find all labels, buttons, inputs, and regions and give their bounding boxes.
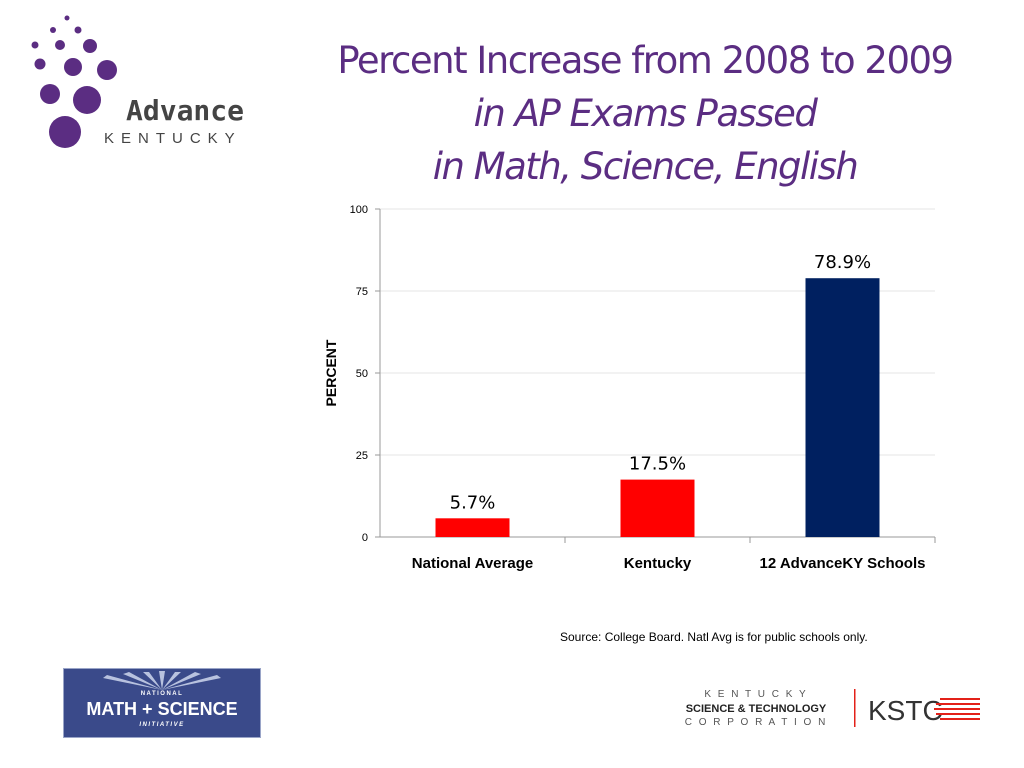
dots-graphic	[31, 15, 117, 148]
x-tick-label: 12 AdvanceKY Schools	[760, 555, 926, 572]
x-tick-label: National Average	[412, 555, 533, 572]
bar	[805, 278, 880, 537]
nmsi-sunburst	[103, 671, 221, 690]
nmsi-line-1: NATIONAL	[141, 691, 184, 697]
data-label: 78.9%	[814, 252, 871, 273]
data-label: 5.7%	[450, 492, 496, 513]
kstc-line-3: C O R P O R A T I O N	[685, 717, 828, 728]
y-tick-label: 100	[350, 204, 368, 216]
bar	[435, 518, 510, 537]
title-line-2: in AP Exams Passed	[473, 92, 818, 135]
y-tick-label: 25	[356, 450, 368, 462]
source-note: Source: College Board. Natl Avg is for p…	[560, 630, 868, 644]
x-tick-label: Kentucky	[624, 555, 692, 572]
bar-chart: 0 25 50 75 100 PERCENT 5.7% National Average 17.…	[323, 204, 936, 572]
nmsi-line-2: MATH + SCIENCE	[86, 699, 237, 719]
kstc-speed-lines	[934, 698, 980, 720]
kstc-line-2: SCIENCE & TECHNOLOGY	[686, 703, 827, 715]
kstc-logo: K E N T U C K Y SCIENCE & TECHNOLOGY C O…	[685, 689, 980, 728]
bar	[620, 479, 695, 537]
y-tick-label: 0	[362, 532, 368, 544]
kstc-line-1: K E N T U C K Y	[704, 689, 807, 700]
slide-title: Percent Increase from 2008 to 2009 in AP…	[280, 34, 1010, 193]
kstc-divider	[854, 689, 856, 727]
y-axis-label: PERCENT	[323, 339, 339, 406]
nmsi-logo: NATIONAL MATH + SCIENCE INITIATIVE	[63, 668, 261, 738]
data-label: 17.5%	[629, 454, 686, 475]
logo-word-advance: Advance	[126, 94, 244, 127]
title-line-1: Percent Increase from 2008 to 2009	[337, 39, 954, 82]
y-tick-label: 75	[356, 286, 368, 298]
kstc-abbr: KSTC	[868, 695, 943, 726]
logo-word-kentucky: KENTUCKY	[104, 130, 242, 147]
nmsi-line-3: INITIATIVE	[139, 722, 184, 728]
advance-kentucky-logo: Advance KENTUCKY	[31, 15, 244, 148]
title-line-3: in Math, Science, English	[432, 145, 859, 188]
y-tick-label: 50	[356, 368, 368, 380]
